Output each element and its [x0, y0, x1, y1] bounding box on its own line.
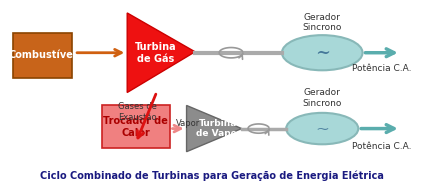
Polygon shape [127, 13, 195, 92]
Text: Vapor: Vapor [176, 119, 200, 127]
Text: Gases de
Exaustão: Gases de Exaustão [118, 102, 157, 122]
Text: Trocador de
Calor: Trocador de Calor [103, 116, 168, 137]
Polygon shape [187, 105, 242, 152]
Text: Potência C.A.: Potência C.A. [352, 142, 411, 151]
Text: Gerador
Sincrono: Gerador Sincrono [303, 88, 342, 108]
FancyBboxPatch shape [102, 105, 170, 148]
Text: Ciclo Combinado de Turbinas para Geração de Energia Elétrica: Ciclo Combinado de Turbinas para Geração… [40, 171, 384, 181]
Circle shape [282, 35, 363, 70]
Text: ~: ~ [315, 44, 330, 62]
Text: Turbina
de Gás: Turbina de Gás [135, 42, 177, 63]
Circle shape [286, 113, 358, 144]
Text: Gerador
Sincrono: Gerador Sincrono [303, 13, 342, 32]
Text: ~: ~ [315, 120, 329, 137]
Text: Potência C.A.: Potência C.A. [352, 64, 411, 73]
Text: Combustível: Combustível [8, 51, 77, 60]
Text: Turbina
de Vapor: Turbina de Vapor [196, 119, 241, 138]
FancyBboxPatch shape [13, 33, 72, 78]
